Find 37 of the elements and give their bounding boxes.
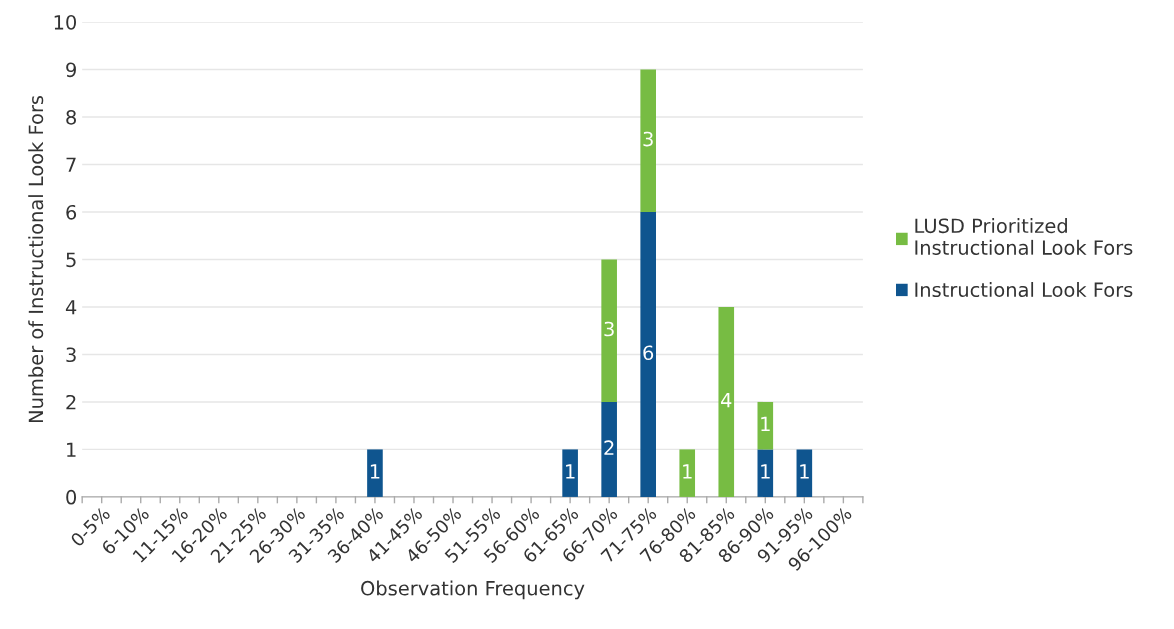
data-label: 1 [683, 464, 692, 479]
bar [757, 449, 774, 497]
data-label: 1 [800, 464, 809, 479]
y-tick-label: 3 [66, 347, 76, 363]
x-axis-title: Observation Frequency [361, 580, 585, 600]
bar [367, 449, 383, 497]
bar [679, 449, 696, 497]
y-tick-label: 6 [66, 204, 77, 220]
legend-label: LUSD Prioritized Instructional Look Fors [915, 218, 1133, 255]
data-label: 4 [721, 393, 732, 408]
legend-label: Instructional Look Fors [915, 282, 1133, 298]
bar [640, 69, 656, 212]
data-label: 2 [604, 440, 614, 455]
data-label: 3 [604, 321, 614, 337]
data-label: 1 [761, 416, 770, 432]
y-tick-label: 1 [67, 442, 76, 457]
bar [601, 401, 617, 497]
y-axis-title: Number of Instructional Look Fors [28, 95, 44, 423]
y-tick-label: 8 [66, 109, 76, 125]
bar [562, 449, 578, 497]
bar [601, 259, 617, 402]
y-tick-label: 7 [66, 157, 76, 172]
y-tick-label: 9 [66, 62, 76, 78]
y-tick-label: 10 [54, 14, 77, 30]
y-tick-label: 4 [65, 300, 77, 315]
y-tick-label: 5 [66, 252, 76, 268]
bar [718, 306, 735, 497]
y-tick-label: 2 [66, 394, 76, 410]
bar [757, 401, 774, 450]
bar [640, 211, 656, 497]
data-label: 1 [761, 464, 770, 479]
data-label: 6 [643, 345, 654, 361]
data-label: 1 [370, 464, 380, 479]
bar [796, 449, 813, 497]
data-label: 1 [566, 464, 575, 479]
y-tick-label: 0 [66, 489, 77, 505]
data-label: 3 [643, 131, 653, 147]
